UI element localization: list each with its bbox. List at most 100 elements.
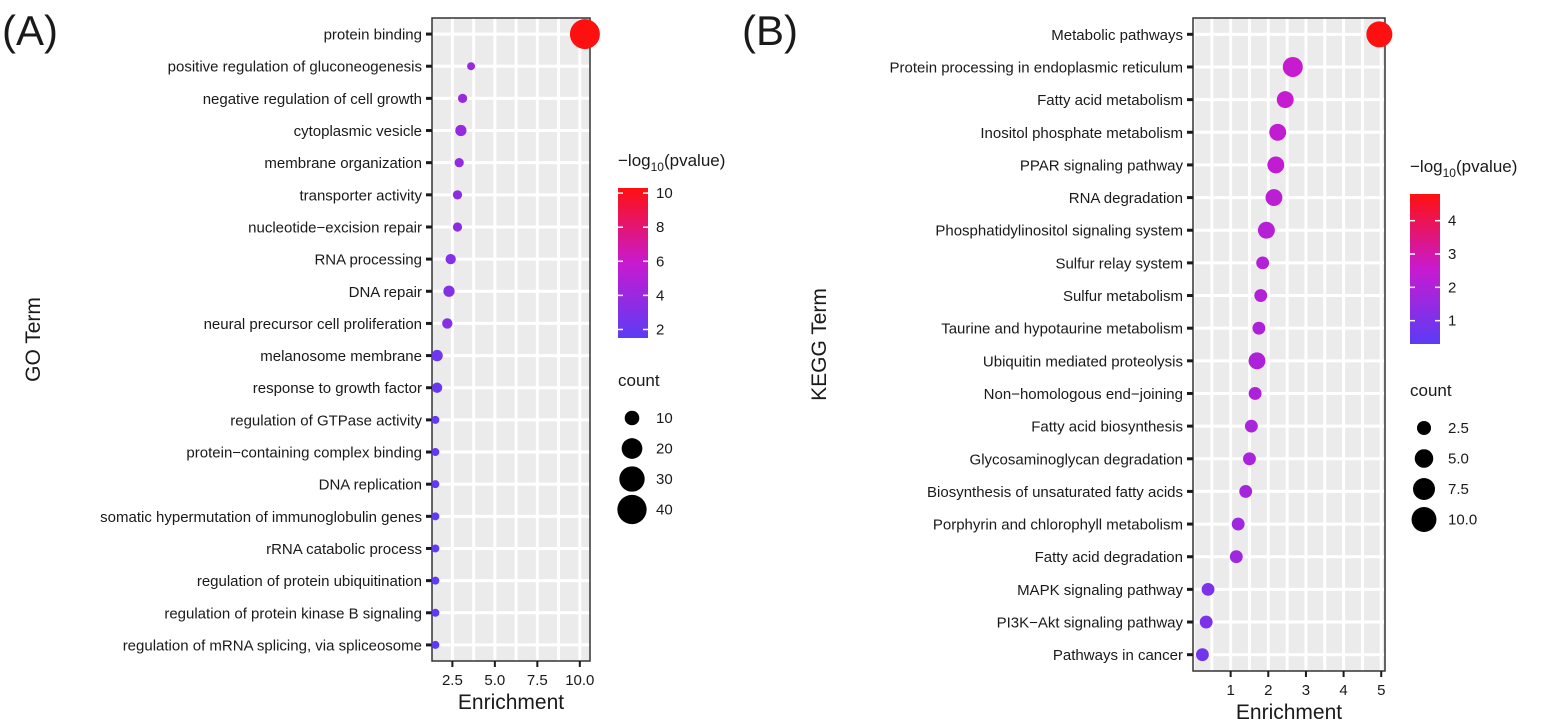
x-axis-title: Enrichment: [1236, 701, 1342, 724]
data-point: [431, 349, 443, 362]
y-tick-label: PI3K−Akt signaling pathway: [997, 615, 1184, 632]
y-tick-label: Non−homologous end−joining: [984, 386, 1183, 403]
data-point: [431, 480, 440, 489]
y-tick-label: PPAR signaling pathway: [1020, 157, 1184, 174]
panel-b: (B) Metabolic pathways Protein processing …: [742, 7, 1517, 724]
color-legend-title: −log10(pvalue): [618, 151, 725, 174]
y-tick-label: Taurine and hypotaurine metabolism: [941, 321, 1183, 338]
size-legend-dot: [1411, 507, 1437, 532]
y-tick-label: regulation of GTPase activity: [230, 412, 422, 429]
y-tick-label: Glycosaminoglycan degradation: [970, 451, 1183, 468]
data-point: [1231, 517, 1245, 531]
data-point: [1248, 352, 1266, 370]
plot-border: [1192, 17, 1386, 672]
y-tick-label: cytoplasmic vesicle: [294, 123, 422, 140]
data-point: [1269, 123, 1287, 141]
data-point: [1267, 156, 1285, 174]
y-tick-label: melanosome membrane: [260, 348, 422, 365]
data-point: [1201, 582, 1215, 596]
x-tick-label: 5: [1377, 682, 1385, 699]
y-tick-label: DNA repair: [349, 284, 422, 301]
data-point: [431, 415, 440, 424]
size-legend-label: 10.0: [1448, 512, 1477, 529]
x-axis-title: Enrichment: [458, 691, 564, 714]
size-legend-dot: [1413, 478, 1435, 500]
x-tick-label: 3: [1302, 682, 1310, 699]
data-point: [1229, 550, 1243, 564]
y-tick-label: MAPK signaling pathway: [1017, 582, 1183, 599]
data-point: [457, 93, 468, 103]
data-point: [431, 512, 440, 521]
size-legend-dot: [624, 410, 640, 426]
data-point: [1239, 484, 1253, 498]
size-legend-label: 40: [656, 502, 673, 519]
plot-border: [431, 17, 591, 662]
x-tick-label: 5.0: [484, 672, 505, 689]
data-point: [1257, 221, 1275, 239]
data-point: [454, 158, 464, 168]
y-tick-label: Phosphatidylinositol signaling system: [935, 223, 1183, 240]
y-axis-title: GO Term: [22, 297, 45, 382]
y-tick-label: membrane organization: [264, 155, 422, 172]
y-tick-label: Metabolic pathways: [1051, 27, 1183, 44]
color-bar-label: 2: [1448, 279, 1456, 296]
y-tick-label: somatic hypermutation of immunoglobulin …: [100, 509, 422, 526]
size-legend-dot: [619, 466, 645, 492]
y-tick-label: transporter activity: [299, 187, 422, 204]
data-point: [452, 222, 463, 232]
size-legend-label: 5.0: [1448, 451, 1469, 468]
data-point: [569, 19, 600, 50]
data-point: [1256, 256, 1270, 270]
data-point: [1195, 648, 1209, 662]
y-tick-label: Fatty acid metabolism: [1037, 92, 1183, 109]
y-tick-label: Porphyrin and chlorophyll metabolism: [933, 517, 1183, 534]
y-axis-title: KEGG Term: [808, 288, 831, 401]
y-tick-label: RNA processing: [314, 252, 422, 269]
y-tick-label: regulation of protein kinase B signaling: [164, 605, 422, 622]
data-point: [431, 382, 443, 393]
y-tick-label: Ubiquitin mediated proteolysis: [983, 353, 1183, 370]
data-point: [431, 608, 440, 617]
x-tick-label: 1: [1226, 682, 1234, 699]
data-point: [455, 124, 467, 137]
data-point: [452, 190, 463, 200]
y-tick-label: Fatty acid degradation: [1035, 549, 1183, 566]
y-tick-label: rRNA catabolic process: [266, 541, 422, 558]
y-tick-label: Sulfur metabolism: [1063, 288, 1183, 305]
color-bar-label: 1: [1448, 313, 1456, 330]
data-point: [1252, 321, 1266, 335]
data-point: [443, 285, 455, 297]
data-point: [431, 544, 440, 553]
y-tick-label: positive regulation of gluconeogenesis: [168, 59, 422, 76]
y-tick-label: Pathways in cancer: [1053, 647, 1183, 664]
color-bar-label: 6: [656, 253, 664, 270]
data-point: [1254, 289, 1268, 302]
color-bar-label: 4: [656, 287, 664, 304]
panel-label: (B): [742, 7, 798, 54]
size-legend-dot: [1416, 420, 1432, 436]
data-point: [1244, 419, 1258, 433]
panel-label: (A): [2, 7, 58, 54]
color-bar-label: 10: [656, 185, 673, 202]
x-tick-label: 2: [1264, 682, 1272, 699]
plot-background: [1193, 18, 1385, 671]
data-point: [445, 253, 456, 265]
color-bar: [1410, 194, 1440, 344]
data-point: [442, 318, 453, 329]
y-tick-label: Sulfur relay system: [1055, 255, 1183, 272]
color-bar-label: 3: [1448, 246, 1456, 263]
y-tick-label: Biosynthesis of unsaturated fatty acids: [927, 484, 1183, 501]
y-tick-label: protein−containing complex binding: [186, 445, 422, 462]
y-tick-label: RNA degradation: [1069, 190, 1183, 207]
size-legend-label: 7.5: [1448, 481, 1469, 498]
data-point: [1243, 452, 1256, 466]
y-tick-label: protein binding: [324, 27, 422, 44]
y-tick-label: Protein processing in endoplasmic reticu…: [890, 59, 1183, 76]
y-tick-label: negative regulation of cell growth: [203, 91, 422, 108]
size-legend-dot: [621, 438, 643, 459]
size-legend-label: 2.5: [1448, 420, 1469, 437]
size-legend-title: count: [618, 371, 660, 390]
size-legend-label: 20: [656, 441, 673, 458]
y-tick-label: Inositol phosphate metabolism: [980, 125, 1183, 142]
data-point: [1282, 56, 1303, 77]
